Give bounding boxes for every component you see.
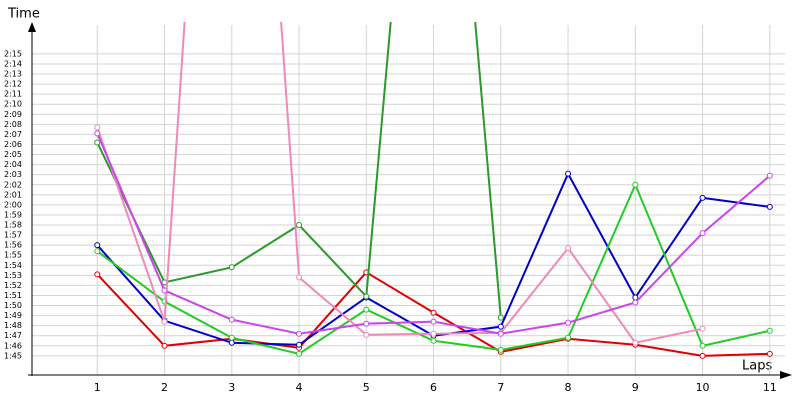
point-marker [94, 139, 101, 146]
y-tick-label: 2:11 [4, 90, 22, 99]
x-tick-label: 3 [228, 381, 235, 394]
y-tick-label: 1:55 [4, 251, 22, 260]
point-marker [497, 330, 504, 337]
point-marker [766, 327, 773, 334]
y-tick-label: 2:13 [4, 70, 22, 79]
y-tick-label: 2:01 [4, 190, 22, 199]
point-marker [497, 314, 504, 321]
y-axis-label: Time [7, 7, 40, 22]
point-marker [296, 274, 303, 281]
y-tick-label: 2:09 [4, 110, 22, 119]
point-marker [565, 170, 572, 177]
point-marker [632, 181, 639, 188]
x-tick-label: 10 [696, 381, 710, 394]
point-marker [632, 339, 639, 346]
point-marker [430, 330, 437, 337]
point-marker [296, 222, 303, 229]
y-tick-label: 2:00 [4, 200, 22, 209]
point-marker [94, 124, 101, 131]
y-tick-label: 2:04 [4, 160, 22, 169]
y-tick-label: 1:45 [4, 351, 22, 360]
point-marker [363, 306, 370, 313]
x-tick-label: 8 [565, 381, 572, 394]
y-tick-label: 1:58 [4, 221, 22, 230]
point-marker [94, 248, 101, 255]
y-tick-label: 2:06 [4, 140, 22, 149]
point-marker [94, 271, 101, 278]
point-marker [363, 293, 370, 300]
point-marker [161, 342, 168, 349]
point-marker [699, 352, 706, 359]
point-marker [699, 230, 706, 237]
y-tick-label: 2:10 [4, 100, 22, 109]
point-marker [296, 341, 303, 348]
point-marker [296, 330, 303, 337]
point-marker [228, 264, 235, 271]
y-tick-label: 1:51 [4, 291, 22, 300]
y-tick-label: 1:49 [4, 311, 22, 320]
point-marker [161, 287, 168, 294]
point-marker [430, 337, 437, 344]
y-tick-label: 1:46 [4, 341, 22, 350]
y-tick-label: 2:05 [4, 150, 22, 159]
y-tick-label: 1:50 [4, 301, 22, 310]
point-marker [94, 242, 101, 249]
y-tick-label: 1:48 [4, 321, 22, 330]
x-tick-label: 5 [363, 381, 370, 394]
point-marker [766, 172, 773, 179]
y-tick-label: 2:08 [4, 120, 22, 129]
y-tick-label: 1:56 [4, 241, 22, 250]
point-marker [699, 194, 706, 201]
point-marker [94, 130, 101, 137]
point-marker [766, 203, 773, 210]
point-marker [565, 319, 572, 326]
y-tick-label: 1:59 [4, 210, 22, 219]
x-tick-label: 2 [161, 381, 168, 394]
y-tick-label: 2:14 [4, 59, 22, 68]
x-tick-label: 1 [94, 381, 101, 394]
x-tick-label: 11 [763, 381, 777, 394]
series-line [96, 22, 703, 344]
y-tick-label: 1:47 [4, 331, 22, 340]
x-axis-label: Laps [742, 359, 772, 374]
point-marker [161, 318, 168, 325]
x-axis-arrow [780, 371, 792, 379]
point-marker [228, 316, 235, 323]
y-tick-label: 2:15 [4, 49, 22, 58]
point-marker [228, 334, 235, 341]
point-marker [699, 325, 706, 332]
y-tick-label: 2:03 [4, 170, 22, 179]
point-marker [699, 342, 706, 349]
point-marker [430, 309, 437, 316]
y-tick-label: 1:54 [4, 261, 22, 270]
point-marker [296, 350, 303, 357]
y-tick-label: 2:12 [4, 80, 22, 89]
y-tick-label: 2:07 [4, 130, 22, 139]
point-marker [363, 331, 370, 338]
y-tick-label: 1:52 [4, 281, 22, 290]
point-marker [632, 294, 639, 301]
point-marker [228, 339, 235, 346]
x-tick-label: 4 [296, 381, 303, 394]
point-marker [497, 346, 504, 353]
x-tick-label: 6 [430, 381, 437, 394]
point-marker [632, 299, 639, 306]
point-marker [430, 318, 437, 325]
point-marker [497, 323, 504, 330]
point-marker [565, 245, 572, 252]
y-tick-label: 1:53 [4, 271, 22, 280]
point-marker [565, 334, 572, 341]
y-tick-label: 1:57 [4, 231, 22, 240]
x-tick-label: 7 [497, 381, 504, 394]
point-marker [766, 350, 773, 357]
y-tick-label: 2:02 [4, 180, 22, 189]
x-tick-label: 9 [632, 381, 639, 394]
point-marker [363, 320, 370, 327]
y-axis-arrow [28, 22, 36, 32]
